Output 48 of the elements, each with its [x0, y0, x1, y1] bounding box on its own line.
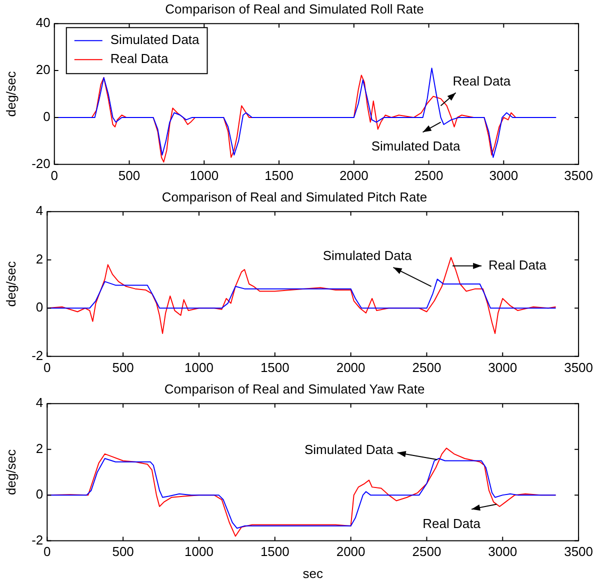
- x-tick-label: 3000: [489, 168, 518, 183]
- y-tick-label: 0: [36, 486, 44, 502]
- legend-label: Simulated Data: [110, 32, 200, 48]
- y-tick-label: 4: [36, 395, 44, 410]
- annotation: Real Data: [422, 516, 482, 531]
- y-tick-label: 2: [36, 251, 44, 266]
- y-axis-title: deg/sec: [3, 448, 18, 495]
- chart-title: Comparison of Real and Simulated Roll Rate: [165, 1, 424, 16]
- x-tick-label: 3000: [488, 544, 518, 560]
- x-tick-label: 1500: [260, 544, 290, 560]
- y-tick-label: -2: [32, 348, 44, 363]
- x-tick-label: 2000: [336, 544, 366, 560]
- x-tick-label: 1000: [184, 544, 214, 560]
- y-tick-label: 0: [43, 109, 50, 124]
- y-tick-label: 0: [36, 300, 44, 315]
- x-tick-label: 3000: [488, 360, 518, 375]
- chart-title: Comparison of Real and Simulated Yaw Rate: [164, 381, 425, 396]
- x-tick-label: 2000: [336, 360, 366, 375]
- chart-title: Comparison of Real and Simulated Pitch Rate: [162, 189, 428, 204]
- annotation: Real Data: [452, 73, 512, 88]
- annotation: Real Data: [488, 257, 548, 272]
- x-tick-label: 1500: [260, 360, 290, 375]
- x-tick-label: 500: [118, 168, 140, 183]
- x-tick-label: 2500: [412, 544, 442, 560]
- legend-label: Real Data: [110, 51, 169, 66]
- y-tick-label: 20: [36, 62, 50, 78]
- annotation: Simulated Data: [322, 248, 412, 263]
- annotation: Simulated Data: [371, 138, 461, 154]
- x-tick-label: 1500: [264, 168, 294, 183]
- x-axis-title: sec: [302, 566, 324, 581]
- y-tick-label: -20: [32, 156, 50, 171]
- y-tick-label: -2: [32, 532, 44, 548]
- x-tick-label: 500: [112, 544, 134, 560]
- y-tick-label: 4: [36, 203, 44, 218]
- y-axis-title: deg/sec: [3, 70, 18, 117]
- x-tick-label: 1000: [190, 168, 219, 183]
- x-tick-label: 3500: [564, 360, 593, 375]
- annotation: Simulated Data: [304, 442, 394, 458]
- x-tick-label: 1000: [184, 360, 214, 375]
- y-tick-label: 40: [36, 15, 50, 30]
- x-tick-label: 2500: [414, 168, 444, 183]
- y-tick-label: 2: [36, 440, 44, 456]
- x-tick-label: 3500: [564, 168, 593, 183]
- x-tick-label: 3500: [564, 544, 593, 560]
- x-tick-label: 500: [112, 360, 134, 375]
- x-tick-label: 2500: [412, 360, 442, 375]
- y-axis-title: deg/sec: [3, 260, 18, 307]
- x-tick-label: 2000: [339, 168, 368, 183]
